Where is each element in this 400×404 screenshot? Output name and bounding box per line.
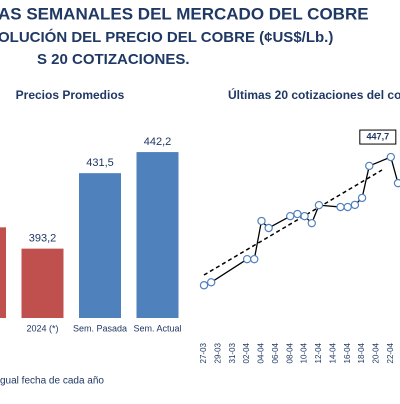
marker: [264, 223, 273, 233]
chart-title: Precios Promedios: [16, 88, 125, 102]
x-tick-label: Sem. Actual: [133, 323, 181, 333]
line: [203, 156, 399, 286]
value-label: 442,2: [144, 136, 172, 148]
marker: [386, 152, 396, 162]
x-tick-label: 08-04: [285, 342, 294, 363]
x-tick-label: 02-04: [242, 342, 251, 363]
marker: [242, 254, 252, 264]
marker: [300, 211, 309, 221]
marker: [250, 254, 259, 264]
slide-title: AS SEMANALES DEL MERCADO DEL COBRE: [0, 4, 369, 23]
x-tick-label: Sem. Pasada: [73, 323, 127, 333]
value-label: 431,5: [86, 157, 114, 169]
x-tick-label: 14-04: [328, 342, 337, 363]
x-tick-label: 10-04: [300, 342, 309, 363]
marker: [336, 202, 345, 212]
footnote: gual fecha de cada año: [0, 376, 104, 387]
marker: [286, 211, 295, 221]
bar: [0, 227, 6, 318]
marker: [357, 193, 367, 203]
marker: [314, 200, 324, 210]
x-tick-label: 04-04: [257, 342, 266, 363]
x-tick-label: 2024 (*): [26, 323, 58, 333]
marker: [393, 178, 400, 188]
x-tick-label: 29-03: [213, 342, 222, 363]
x-tick-label: 22-04: [386, 342, 395, 363]
bar: [136, 152, 179, 318]
x-tick-label: 31-03: [228, 342, 237, 363]
bar: [79, 173, 121, 318]
x-tick-label: 20-04: [372, 342, 381, 363]
marker: [199, 281, 209, 290]
slide-subtitle: S 20 COTIZACIONES.: [37, 51, 190, 68]
chart-title: Últimas 20 cotizaciones del co: [228, 87, 400, 102]
value-label: 447,7: [367, 131, 390, 141]
x-tick-label: 12-04: [314, 342, 323, 363]
x-tick-label: 27-03: [199, 342, 208, 363]
marker: [365, 161, 374, 171]
marker: [307, 218, 316, 228]
label-box: [359, 129, 397, 145]
x-tick-label: 16-04: [343, 342, 352, 363]
slide-subtitle: OLUCIÓN DEL PRECIO DEL COBRE (¢US$/Lb.): [0, 28, 333, 46]
trend-line: [203, 169, 383, 276]
marker: [257, 216, 266, 226]
marker: [206, 278, 216, 287]
bar: [21, 248, 64, 318]
x-tick-label: 18-04: [357, 342, 366, 363]
x-tick-label: 06-04: [271, 342, 280, 363]
value-label: 393,2: [29, 233, 57, 245]
marker: [350, 200, 360, 210]
marker: [343, 202, 352, 212]
marker: [293, 209, 302, 219]
